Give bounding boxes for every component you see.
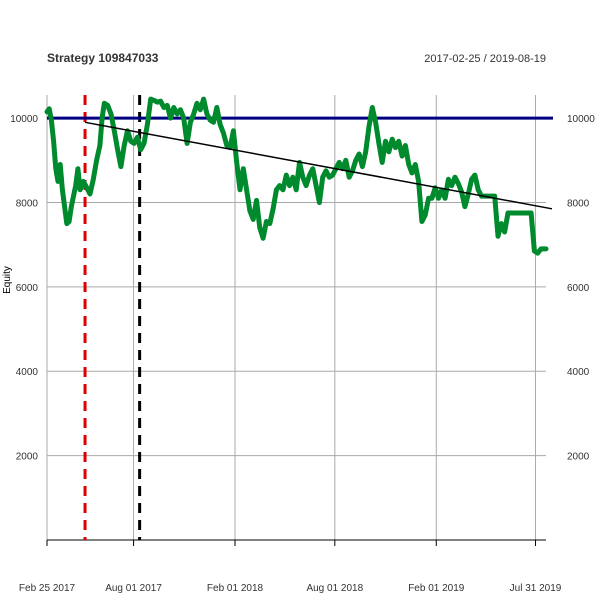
- y-tick-label-left: 4000: [16, 367, 39, 378]
- y-axis-label: Equity: [2, 266, 13, 294]
- x-tick-label: Feb 01 2019: [408, 583, 465, 594]
- x-tick-label: Feb 25 2017: [19, 583, 76, 594]
- y-tick-label-right: 8000: [567, 198, 590, 209]
- vertical-markers: [83, 95, 142, 540]
- x-tick-label: Aug 01 2018: [306, 583, 363, 594]
- y-tick-label-right: 10000: [567, 114, 595, 125]
- series-lines: [44, 96, 553, 256]
- y-tick-label-left: 10000: [10, 114, 38, 125]
- axis-ticks: 2000 2000 4000 4000 6000 6000 8000 8000 10000 100…: [10, 114, 595, 594]
- x-tick-label: Feb 01 2018: [207, 583, 264, 594]
- y-tick-label-left: 2000: [16, 452, 39, 463]
- y-tick-label-right: 6000: [567, 283, 590, 294]
- y-tick-label-left: 8000: [16, 198, 39, 209]
- date-range: 2017-02-25 / 2019-08-19: [424, 53, 546, 65]
- y-tick-label-right: 2000: [567, 452, 590, 463]
- x-tick-label: Aug 01 2017: [105, 583, 162, 594]
- chart-title: Strategy 109847033: [47, 51, 159, 65]
- y-tick-label-right: 4000: [567, 367, 590, 378]
- equity-series-line: [44, 96, 549, 256]
- y-tick-label-left: 6000: [16, 283, 39, 294]
- x-tick-label: Jul 31 2019: [510, 583, 562, 594]
- trend-line: [84, 121, 553, 210]
